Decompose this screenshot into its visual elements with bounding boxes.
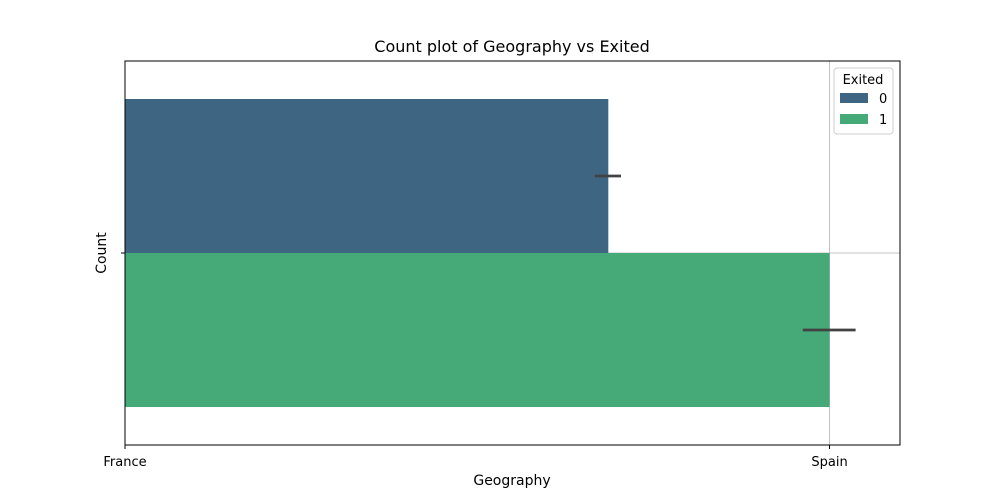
legend: Exited 0 1	[833, 67, 894, 135]
legend-swatch-1	[840, 114, 868, 124]
x-ticks: France Spain	[103, 445, 848, 470]
x-tick-label: Spain	[811, 455, 847, 470]
y-axis-label: Count	[94, 232, 110, 274]
x-tick-label: France	[103, 455, 146, 470]
legend-swatch-0	[840, 93, 868, 103]
bar-exited-0	[125, 99, 609, 253]
legend-label-0: 0	[879, 92, 887, 107]
bars	[125, 99, 830, 407]
x-axis-label: Geography	[473, 473, 550, 489]
error-bars	[594, 174, 856, 332]
legend-label-1: 1	[879, 113, 887, 128]
chart-title: Count plot of Geography vs Exited	[374, 37, 649, 56]
bar-exited-1	[125, 253, 830, 407]
legend-title: Exited	[843, 73, 884, 88]
